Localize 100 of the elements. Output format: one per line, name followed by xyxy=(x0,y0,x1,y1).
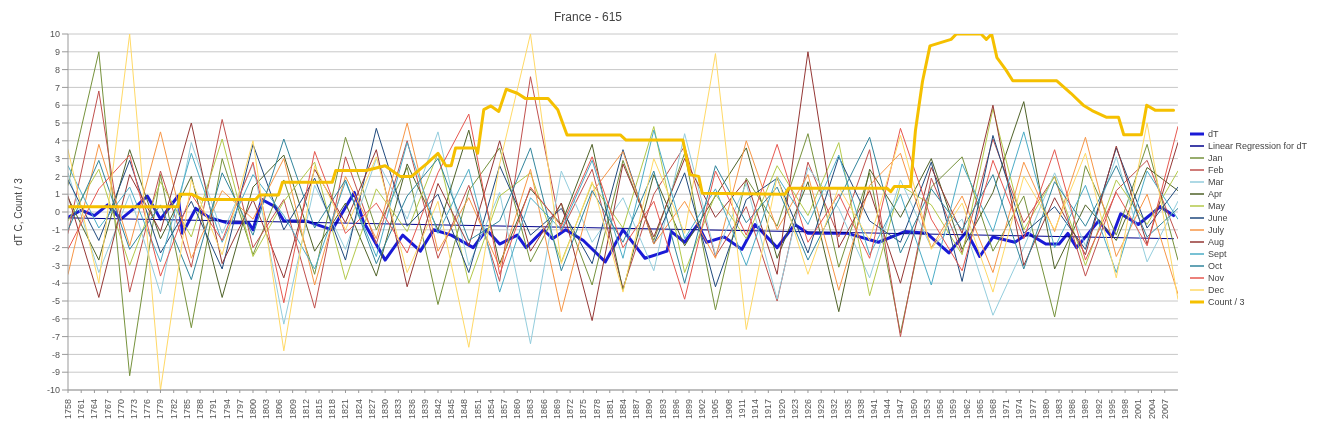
x-tick-label: 1848 xyxy=(459,399,470,420)
x-tick-label: 1833 xyxy=(393,399,404,420)
x-tick-label: 1830 xyxy=(380,399,391,420)
x-tick-label: 1884 xyxy=(617,399,628,420)
x-tick-label: 1932 xyxy=(829,399,840,420)
x-tick-label: 1764 xyxy=(89,399,100,420)
x-tick-label: 1758 xyxy=(63,399,73,420)
x-tick-label: 1821 xyxy=(340,399,351,420)
legend-label: June xyxy=(1207,213,1228,223)
x-tick-label: 1917 xyxy=(763,399,774,420)
y-tick-label: 3 xyxy=(54,153,60,164)
legend-label: July xyxy=(1207,225,1224,235)
legend-label: May xyxy=(1207,201,1225,211)
x-tick-label: 1770 xyxy=(115,399,126,420)
x-tick-label: 1896 xyxy=(670,399,681,420)
x-tick-label: 1902 xyxy=(697,399,708,420)
x-tick-label: 1962 xyxy=(961,399,972,420)
x-tick-label: 1953 xyxy=(921,399,932,420)
x-tick-label: 1794 xyxy=(221,399,232,420)
y-tick-label: -6 xyxy=(51,313,60,324)
x-tick-label: 1767 xyxy=(102,399,113,420)
y-tick-label: 9 xyxy=(54,46,60,57)
x-tick-label: 1806 xyxy=(274,399,285,420)
x-tick-label: 1854 xyxy=(485,399,496,420)
x-tick-label: 1965 xyxy=(974,399,985,420)
x-tick-label: 1947 xyxy=(895,399,906,420)
x-tick-label: 2004 xyxy=(1146,399,1157,420)
y-tick-label: -7 xyxy=(51,331,60,342)
x-tick-label: 1818 xyxy=(327,399,338,420)
x-tick-label: 1944 xyxy=(882,399,893,420)
x-tick-label: 1938 xyxy=(855,399,866,420)
x-tick-label: 1842 xyxy=(432,399,443,420)
x-tick-label: 1887 xyxy=(631,399,642,420)
x-tick-label: 1815 xyxy=(314,399,325,420)
x-tick-label: 1956 xyxy=(935,399,946,420)
x-tick-label: 1869 xyxy=(551,399,562,420)
x-tick-label: 1890 xyxy=(644,399,655,420)
x-tick-label: 1791 xyxy=(208,399,219,420)
x-tick-label: 1788 xyxy=(195,399,206,420)
x-tick-label: 1881 xyxy=(604,399,615,420)
x-tick-label: 1971 xyxy=(1001,399,1012,420)
x-tick-label: 1905 xyxy=(710,399,721,420)
x-tick-label: 1839 xyxy=(419,399,430,420)
y-tick-label: 5 xyxy=(54,118,60,129)
legend-label: Dec xyxy=(1207,285,1224,295)
y-tick-label: -10 xyxy=(46,385,60,396)
x-tick-label: 1860 xyxy=(512,399,523,420)
x-tick-label: 1980 xyxy=(1040,399,1051,420)
x-tick-label: 1776 xyxy=(142,399,153,420)
x-tick-label: 1797 xyxy=(234,399,245,420)
x-tick-label: 1809 xyxy=(287,399,298,420)
x-tick-label: 1761 xyxy=(76,399,87,420)
legend-label: Aug xyxy=(1207,237,1224,247)
y-tick-label: -1 xyxy=(51,225,60,235)
x-tick-label: 1878 xyxy=(591,399,602,420)
x-tick-label: 1968 xyxy=(987,399,998,420)
x-tick-label: 1995 xyxy=(1106,399,1117,420)
x-tick-label: 1911 xyxy=(736,399,747,419)
line-series xyxy=(68,34,1176,209)
y-tick-label: -5 xyxy=(51,296,60,307)
legend-label: Nov xyxy=(1207,273,1224,283)
y-tick-label: 1 xyxy=(54,189,60,200)
legend-label: Feb xyxy=(1207,165,1224,175)
x-tick-label: 1773 xyxy=(129,399,140,420)
chart-title: France - 615 xyxy=(552,10,623,24)
x-tick-label: 1998 xyxy=(1120,399,1131,420)
x-tick-label: 1908 xyxy=(723,399,734,420)
x-tick-label: 1923 xyxy=(789,399,800,420)
legend-label: Jan xyxy=(1207,153,1223,163)
y-tick-label: 4 xyxy=(54,136,60,146)
x-tick-label: 1989 xyxy=(1080,399,1091,420)
x-tick-label: 1926 xyxy=(802,399,813,420)
x-tick-label: 1824 xyxy=(353,399,364,420)
x-tick-label: 1893 xyxy=(657,399,668,420)
x-tick-label: 2001 xyxy=(1133,399,1144,420)
x-tick-label: 1920 xyxy=(776,399,787,420)
y-tick-label: 7 xyxy=(54,82,60,93)
x-tick-label: 1983 xyxy=(1054,399,1065,420)
line-series xyxy=(68,131,1178,345)
legend-label: Apr xyxy=(1207,189,1222,199)
y-tick-label: -2 xyxy=(51,242,60,253)
y-tick-label: 0 xyxy=(54,207,60,218)
x-tick-label: 1812 xyxy=(300,399,311,420)
y-tick-label: -9 xyxy=(51,367,60,378)
legend-label: Mar xyxy=(1207,177,1224,187)
y-axis-title: dT C, Count / 3 xyxy=(12,177,24,246)
x-tick-label: 1899 xyxy=(684,399,695,420)
x-tick-label: 1863 xyxy=(525,399,536,420)
legend-label: Count / 3 xyxy=(1207,297,1245,307)
legend-label: Sept xyxy=(1207,249,1227,259)
x-tick-label: 1803 xyxy=(261,399,272,420)
x-tick-label: 1857 xyxy=(499,399,510,420)
y-tick-label: 8 xyxy=(54,64,60,75)
legend-label: Linear Regression for dT xyxy=(1207,141,1307,151)
x-tick-label: 1941 xyxy=(869,399,880,420)
x-tick-label: 1872 xyxy=(565,399,576,420)
y-tick-label: -8 xyxy=(51,349,60,360)
x-tick-label: 1851 xyxy=(472,399,483,420)
x-tick-label: 1866 xyxy=(538,399,549,420)
x-tick-label: 1836 xyxy=(406,399,417,420)
